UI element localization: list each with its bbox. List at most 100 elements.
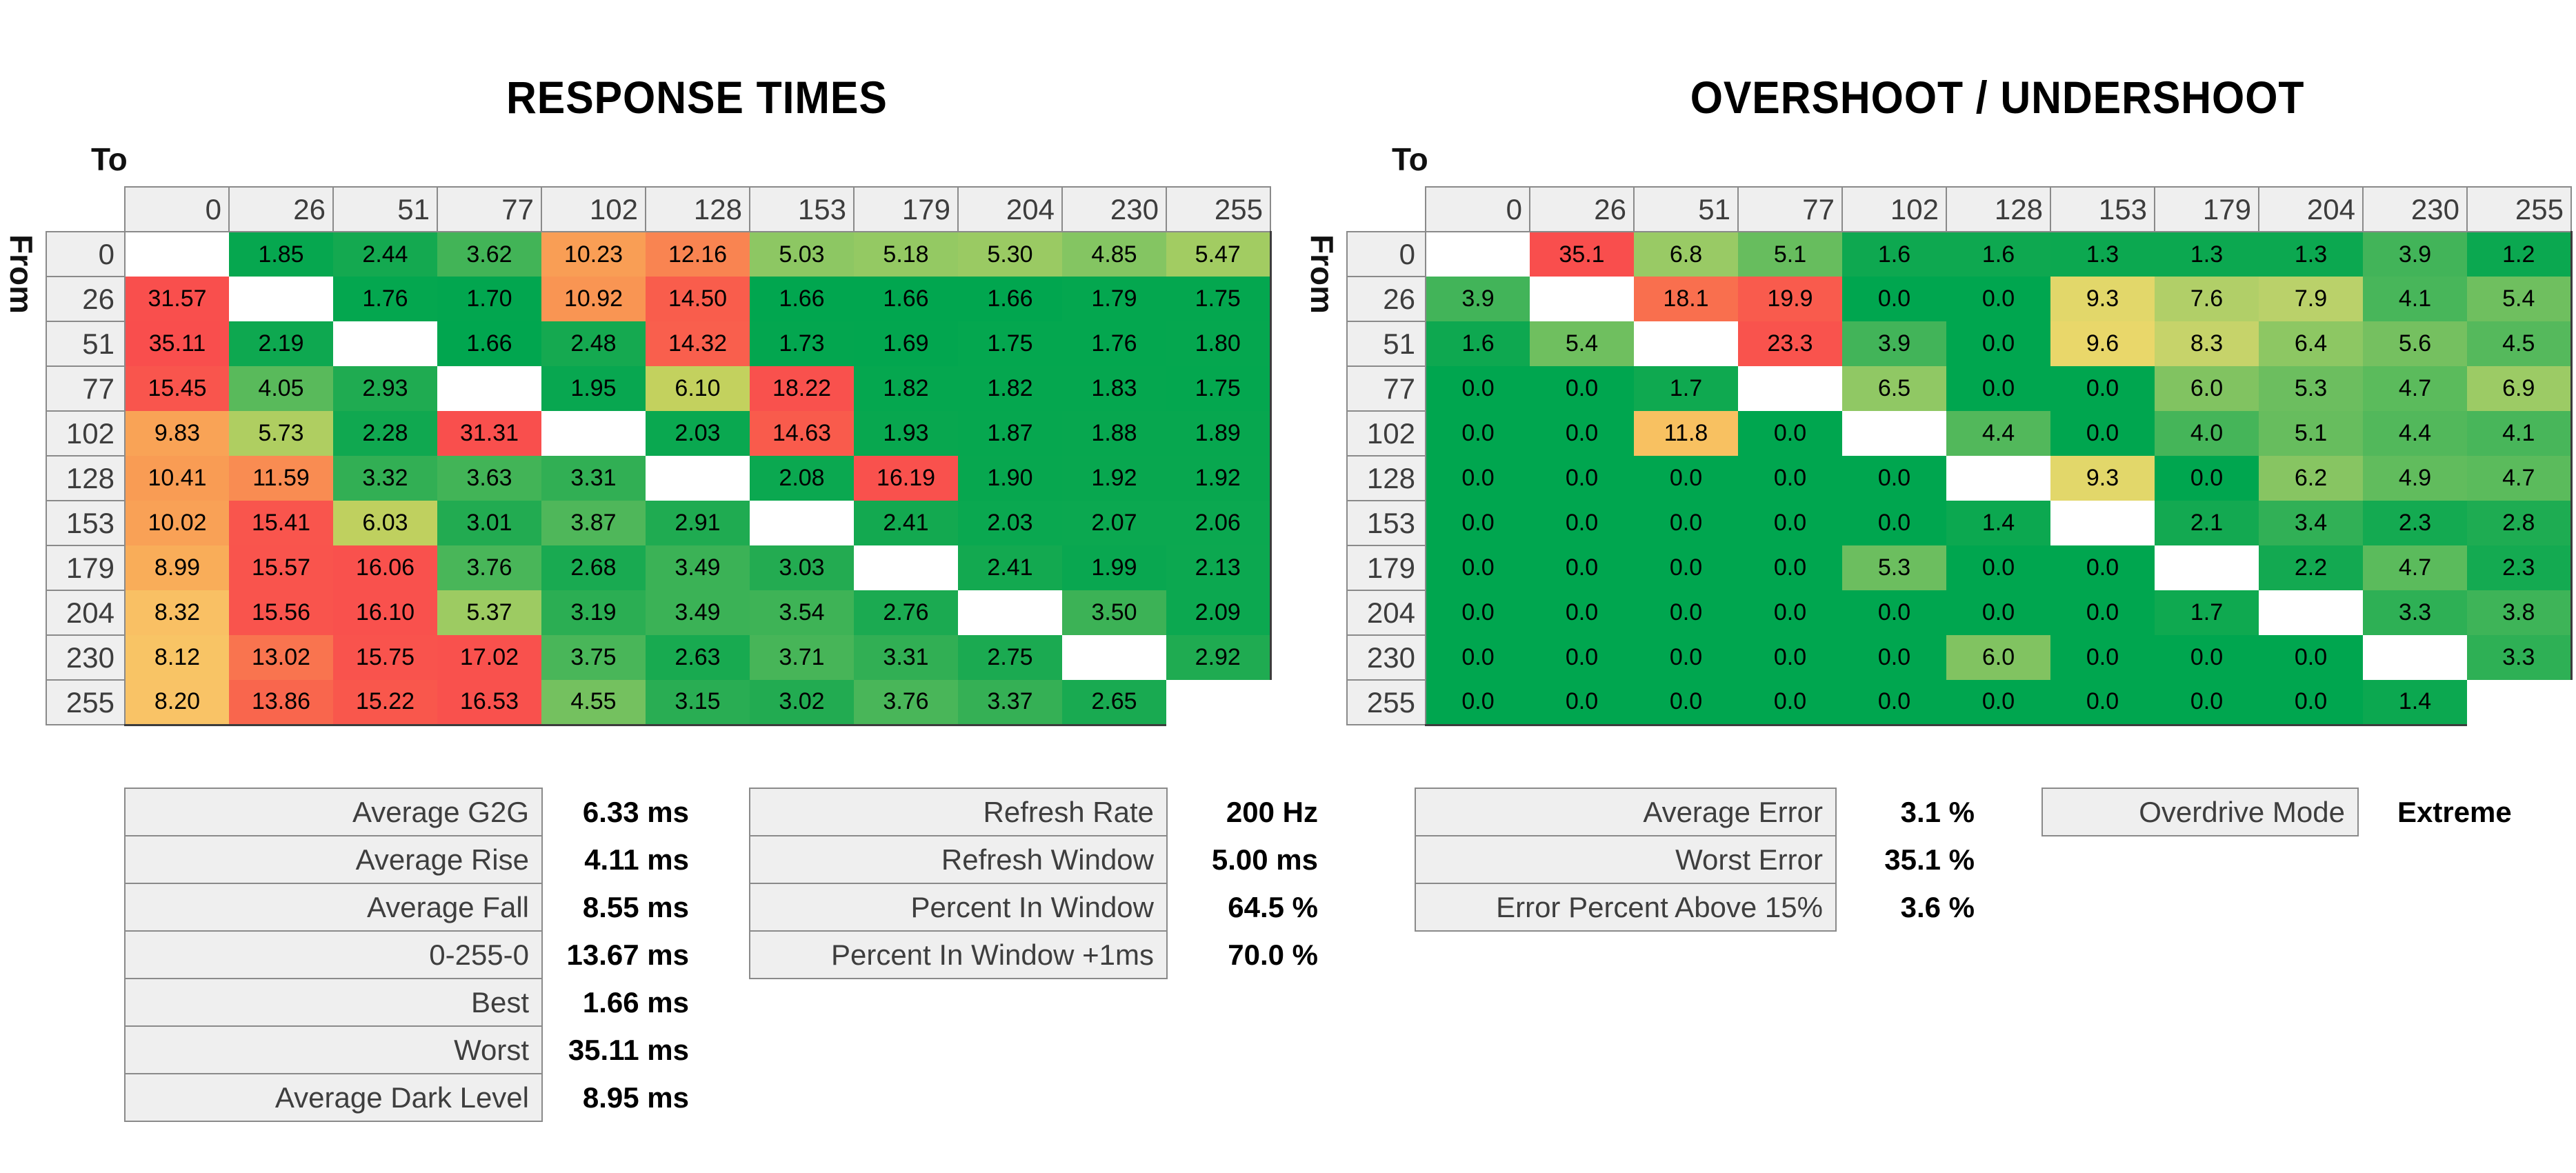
heatmap-cell: 7.6 <box>2155 277 2259 321</box>
stat-label: 0-255-0 <box>124 930 543 979</box>
heatmap-cell: 0.0 <box>1530 501 1634 545</box>
heatmap-cell: 1.66 <box>437 321 541 366</box>
heatmap-cell: 4.7 <box>2467 456 2573 501</box>
heatmap-cell: 4.9 <box>2363 456 2467 501</box>
heatmap-cell: 0.0 <box>1738 590 1842 635</box>
heatmap-cell: 2.68 <box>541 545 646 590</box>
heatmap-cell: 3.54 <box>750 590 854 635</box>
col-header: 230 <box>1061 186 1167 232</box>
heatmap-cell: 0.0 <box>1946 590 2050 635</box>
row-header: 77 <box>1346 365 1426 412</box>
heatmap-cell: 15.41 <box>229 501 333 545</box>
col-header: 102 <box>1841 186 1947 232</box>
heatmap-cell: 4.05 <box>229 366 333 411</box>
heatmap-cell: 1.75 <box>958 321 1062 366</box>
heatmap-cell: 2.1 <box>2155 501 2259 545</box>
heatmap-cell: 15.57 <box>229 545 333 590</box>
heatmap-cell: 1.76 <box>333 277 437 321</box>
heatmap-cell: 1.3 <box>2050 232 2155 277</box>
heatmap-cell: 0.0 <box>1530 366 1634 411</box>
heatmap-cell: 1.7 <box>1634 366 1738 411</box>
heatmap-cell: 3.87 <box>541 501 646 545</box>
heatmap-cell: 0.0 <box>1530 456 1634 501</box>
col-header: 153 <box>2050 186 2155 232</box>
heatmap-cell: 2.03 <box>646 411 750 456</box>
diagonal-cell <box>2155 545 2259 590</box>
heatmap-cell: 4.5 <box>2467 321 2573 366</box>
stat-value: 6.33 ms <box>582 795 689 828</box>
heatmap-cell: 0.0 <box>1946 545 2050 590</box>
heatmap-cell: 0.0 <box>1530 545 1634 590</box>
heatmap-cell: 0.0 <box>2050 545 2155 590</box>
row-header: 128 <box>46 455 126 501</box>
heatmap-cell: 17.02 <box>437 635 541 680</box>
stat-label: Average G2G <box>124 788 543 836</box>
heatmap-cell: 3.15 <box>646 680 750 726</box>
heatmap-cell: 0.0 <box>2050 590 2155 635</box>
heatmap-cell: 0.0 <box>1842 635 1946 680</box>
heatmap-cell: 5.4 <box>1530 321 1634 366</box>
diagonal-cell <box>958 590 1062 635</box>
heatmap-cell: 5.73 <box>229 411 333 456</box>
heatmap-cell: 0.0 <box>2155 635 2259 680</box>
stat-label: Error Percent Above 15% <box>1415 883 1837 932</box>
heatmap-cell: 3.8 <box>2467 590 2573 635</box>
heatmap-cell: 7.9 <box>2259 277 2363 321</box>
row-header: 179 <box>1346 545 1426 591</box>
stat-label: Average Rise <box>124 835 543 884</box>
row-header: 77 <box>46 365 126 412</box>
stat-row: Overdrive Mode Extreme <box>2041 788 2576 836</box>
heatmap-cell: 3.3 <box>2363 590 2467 635</box>
stat-value: 200 Hz <box>1226 795 1318 828</box>
heatmap-cell: 1.66 <box>854 277 958 321</box>
stat-row: Worst Error 35.1 % <box>1415 835 1975 884</box>
heatmap-cell: 8.12 <box>125 635 229 680</box>
stat-row: Average Fall 8.55 ms <box>124 883 689 932</box>
overdrive-summary-block: Overdrive Mode Extreme <box>2041 788 2576 836</box>
heatmap-cell: 0.0 <box>2259 680 2363 726</box>
heatmap-cell: 1.93 <box>854 411 958 456</box>
diagonal-cell <box>1946 456 2050 501</box>
heatmap-cell: 0.0 <box>2155 456 2259 501</box>
heatmap-cell: 0.0 <box>1426 545 1530 590</box>
heatmap-cell: 13.02 <box>229 635 333 680</box>
heatmap-cell: 2.28 <box>333 411 437 456</box>
heatmap-cell: 0.0 <box>1946 680 2050 726</box>
heatmap-cell: 0.0 <box>1738 680 1842 726</box>
overshoot-title: OVERSHOOT / UNDERSHOOT <box>1690 72 2305 123</box>
heatmap-cell: 1.3 <box>2259 232 2363 277</box>
heatmap-cell: 5.03 <box>750 232 854 277</box>
heatmap-cell: 0.0 <box>1946 277 2050 321</box>
col-header: 77 <box>437 186 542 232</box>
row-header: 179 <box>46 545 126 591</box>
heatmap-cell: 4.4 <box>1946 411 2050 456</box>
heatmap-cell: 0.0 <box>1634 501 1738 545</box>
stat-row: Average Dark Level 8.95 ms <box>124 1073 689 1122</box>
stat-value: 3.1 % <box>1900 795 1975 828</box>
heatmap-cell: 8.3 <box>2155 321 2259 366</box>
diagonal-cell <box>1842 411 1946 456</box>
heatmap-cell: 13.86 <box>229 680 333 726</box>
stat-label: Overdrive Mode <box>2041 788 2359 836</box>
stat-value: 3.6 % <box>1900 890 1975 923</box>
heatmap-cell: 1.83 <box>1062 366 1166 411</box>
heatmap-cell: 8.32 <box>125 590 229 635</box>
heatmap-cell: 6.0 <box>2155 366 2259 411</box>
heatmap-cell: 1.4 <box>2363 680 2467 726</box>
heatmap-cell: 0.0 <box>1530 590 1634 635</box>
heatmap-cell: 0.0 <box>1530 680 1634 726</box>
heatmap-cell: 1.4 <box>1946 501 2050 545</box>
heatmap-cell: 2.41 <box>854 501 958 545</box>
heatmap-cell: 6.2 <box>2259 456 2363 501</box>
heatmap-cell: 16.19 <box>854 456 958 501</box>
heatmap-cell: 1.88 <box>1062 411 1166 456</box>
row-header: 153 <box>1346 500 1426 546</box>
row-header: 255 <box>1346 679 1426 725</box>
heatmap-cell: 3.37 <box>958 680 1062 726</box>
row-header: 153 <box>46 500 126 546</box>
heatmap-cell: 3.9 <box>1842 321 1946 366</box>
heatmap-cell: 23.3 <box>1738 321 1842 366</box>
heatmap-cell: 3.49 <box>646 545 750 590</box>
heatmap-cell: 2.08 <box>750 456 854 501</box>
heatmap-cell: 31.31 <box>437 411 541 456</box>
